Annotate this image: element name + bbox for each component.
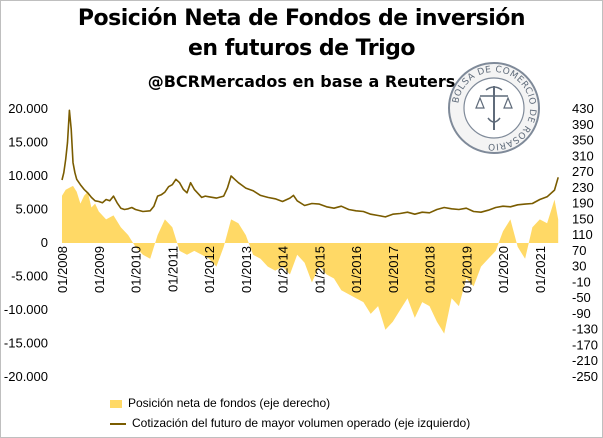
left-tick-label: -5.000 — [11, 269, 48, 284]
left-tick-label: -15.000 — [4, 336, 48, 351]
right-tick-label: -130 — [572, 322, 598, 337]
legend-swatch-area — [110, 399, 122, 408]
right-tick-label: 150 — [572, 211, 594, 226]
left-tick-label: 5.000 — [15, 202, 48, 217]
left-axis-ticks: 20.000 15.000 10.000 5.000 0 -5.000 -10.000 -15… — [4, 101, 48, 384]
x-tick-label: 01/2013 — [239, 246, 254, 293]
x-tick-label: 01/2010 — [129, 246, 144, 293]
x-tick-label: 01/2021 — [533, 246, 548, 293]
right-tick-label: 190 — [572, 196, 594, 211]
x-tick-label: 01/2011 — [165, 246, 180, 292]
legend-swatch-line — [110, 422, 126, 425]
left-tick-label: -20.000 — [4, 369, 48, 384]
right-tick-label: 430 — [572, 101, 594, 116]
right-tick-label: 230 — [572, 180, 594, 195]
line-series-group — [61, 109, 559, 218]
right-tick-label: -210 — [572, 353, 598, 368]
right-tick-label: -90 — [572, 306, 591, 321]
x-axis-ticks: 01/2008 01/2009 01/2010 01/2011 01/2012 01/20… — [55, 246, 548, 293]
left-tick-label: 10.000 — [8, 168, 48, 183]
x-tick-label: 01/2012 — [202, 246, 217, 293]
right-tick-label: 310 — [572, 148, 594, 163]
x-tick-label: 01/2017 — [386, 246, 401, 293]
left-tick-label: -10.000 — [4, 302, 48, 317]
right-tick-label: -10 — [572, 274, 591, 289]
chart-title-line1: Posición Neta de Fondos de inversión — [77, 6, 526, 31]
left-tick-label: 15.000 — [8, 135, 48, 150]
bcr-seal-logo: BOLSA DE COMERCIO DE ROSARIO — [448, 62, 540, 154]
right-tick-label: 350 — [572, 133, 594, 148]
x-tick-label: 01/2008 — [55, 246, 70, 293]
legend-label-line: Cotización del futuro de mayor volumen o… — [132, 416, 471, 430]
right-tick-label: 390 — [572, 117, 594, 132]
x-tick-label: 01/2020 — [496, 246, 511, 293]
legend-item-area: Posición neta de fondos (eje derecho) — [110, 396, 330, 410]
legend-item-line: Cotización del futuro de mayor volumen o… — [110, 416, 470, 430]
right-tick-label: -170 — [572, 337, 598, 352]
area-series-group — [62, 185, 559, 334]
legend-label-area: Posición neta de fondos (eje derecho) — [128, 396, 331, 410]
right-axis-ticks: 4303903503102702301901501107030-10-50-90… — [572, 101, 598, 384]
chart-title-line2: en futuros de Trigo — [187, 36, 416, 61]
right-tick-label: 30 — [572, 259, 586, 274]
right-tick-label: -250 — [572, 369, 598, 384]
chart-subtitle: @BCRMercados en base a Reuters — [147, 72, 456, 91]
right-tick-label: 270 — [572, 164, 594, 179]
x-tick-label: 01/2015 — [312, 246, 327, 293]
line-series-futures-price — [61, 109, 559, 218]
right-tick-label: 70 — [572, 243, 586, 258]
x-tick-label: 01/2019 — [459, 246, 474, 293]
x-tick-label: 01/2016 — [349, 246, 364, 293]
area-series-net-position — [62, 185, 559, 334]
right-tick-label: 110 — [572, 227, 593, 242]
x-tick-label: 01/2014 — [276, 246, 291, 293]
x-tick-label: 01/2018 — [423, 246, 438, 293]
x-tick-label: 01/2009 — [92, 246, 107, 293]
left-tick-label: 0 — [41, 235, 48, 250]
right-tick-label: -50 — [572, 290, 591, 305]
left-tick-label: 20.000 — [8, 101, 48, 116]
